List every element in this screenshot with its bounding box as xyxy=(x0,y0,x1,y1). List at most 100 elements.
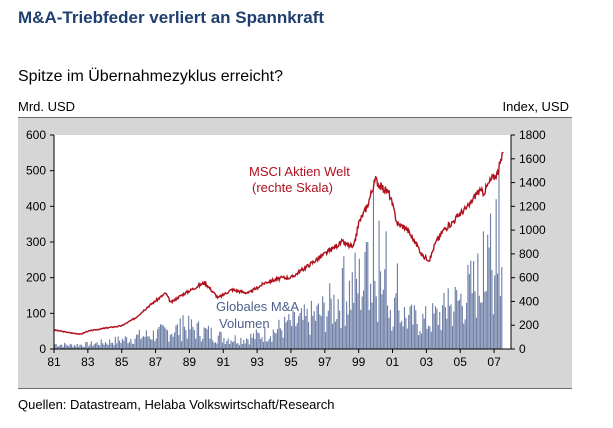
ma-bar xyxy=(481,302,483,349)
ma-bar xyxy=(114,336,116,349)
ma-bar xyxy=(202,338,204,349)
ma-bar xyxy=(453,311,455,349)
ma-bar xyxy=(268,338,270,349)
ma-bar xyxy=(164,327,166,349)
ma-bar xyxy=(279,328,281,349)
ma-bar xyxy=(350,309,352,349)
ma-bar xyxy=(117,336,119,349)
right-tick-label: 200 xyxy=(519,318,539,332)
ma-bar xyxy=(213,342,215,349)
ma-bar xyxy=(106,343,108,349)
x-tick-label: 89 xyxy=(183,355,197,369)
ma-bar xyxy=(391,330,393,349)
ma-bar xyxy=(433,313,435,349)
ma-bar xyxy=(371,302,373,349)
ma-bar xyxy=(418,335,420,349)
ma-bar xyxy=(310,300,312,349)
ma-bar xyxy=(340,327,342,349)
ma-bar xyxy=(199,335,201,349)
ma-bar xyxy=(456,290,458,349)
ma-bar xyxy=(69,343,71,349)
ma-bar xyxy=(181,341,183,349)
ma-bar xyxy=(212,340,214,349)
right-tick-label: 600 xyxy=(519,271,539,285)
ma-bar xyxy=(474,291,476,349)
ma-bar xyxy=(377,321,379,349)
ma-bar xyxy=(113,345,115,349)
ma-bar xyxy=(90,341,92,349)
ma-bar xyxy=(63,342,66,349)
ma-bar xyxy=(148,336,150,349)
msci-annotation-line2: (rechte Skala) xyxy=(252,180,333,195)
ma-bar xyxy=(104,342,107,349)
ma-bar xyxy=(75,346,77,349)
ma-bar xyxy=(320,316,322,349)
ma-bar xyxy=(172,336,174,349)
ma-bar xyxy=(470,260,472,349)
ma-bar xyxy=(395,293,397,349)
ma-bar xyxy=(491,269,493,349)
ma-bar xyxy=(118,340,121,349)
ma-bar xyxy=(482,231,485,349)
ma-bar xyxy=(185,330,187,349)
ma-bar xyxy=(347,314,349,349)
ma-bar xyxy=(450,304,452,349)
ma-bar xyxy=(419,330,421,349)
ma-bar xyxy=(209,338,211,349)
right-tick-label: 0 xyxy=(519,342,526,356)
msci-line xyxy=(53,151,504,336)
x-tick-label: 01 xyxy=(386,355,400,369)
ma-bar xyxy=(412,324,414,349)
ma-bar xyxy=(264,326,266,349)
ma-bar xyxy=(85,342,87,349)
ma-bar xyxy=(337,299,339,349)
ma-bar xyxy=(475,317,477,349)
ma-bar xyxy=(399,322,401,349)
ma-bar xyxy=(499,296,501,349)
ma-bar xyxy=(489,213,492,349)
ma-bar xyxy=(178,335,180,349)
ma-bar xyxy=(281,330,283,349)
ma-bar xyxy=(388,317,390,349)
ma-bar xyxy=(443,292,445,349)
ma-bar xyxy=(221,342,224,349)
ma-bar xyxy=(83,347,85,349)
ma-bar xyxy=(330,298,332,349)
ma-bar xyxy=(343,256,345,349)
ma-bar xyxy=(207,325,209,349)
ma-bar xyxy=(151,339,153,349)
ma-bar xyxy=(233,341,235,349)
ma-bar xyxy=(413,305,415,349)
ma-bar xyxy=(358,258,360,349)
ma-bar xyxy=(68,346,70,349)
left-axis-ticks: 0 100 200 300 400 500 600 xyxy=(26,128,54,356)
ma-bar xyxy=(329,283,331,349)
ma-bar xyxy=(217,335,219,349)
ma-bar xyxy=(126,337,128,349)
ma-bar xyxy=(234,335,236,349)
ma-bar xyxy=(430,331,432,349)
ma-bar xyxy=(223,337,225,349)
ma-bar xyxy=(103,344,105,349)
ma-bar xyxy=(354,252,356,349)
ma-bar xyxy=(410,304,413,349)
ma-bar xyxy=(269,336,272,349)
ma-bar xyxy=(351,272,353,349)
ma-bar xyxy=(116,343,118,349)
ma-bar xyxy=(238,345,241,349)
ma-bar xyxy=(432,303,434,349)
x-tick-label: 85 xyxy=(115,355,129,369)
ma-bar xyxy=(120,342,122,349)
ma-bar xyxy=(425,306,427,349)
ma-bar xyxy=(140,339,142,349)
bottom-rule xyxy=(18,388,572,389)
ma-bar xyxy=(133,343,135,349)
ma-bar xyxy=(226,341,228,349)
ma-bar xyxy=(76,344,78,349)
ma-bar xyxy=(306,308,308,349)
ma-bar xyxy=(416,323,418,349)
right-tick-label: 1600 xyxy=(519,152,546,166)
right-tick-label: 1800 xyxy=(519,128,546,142)
ma-bar xyxy=(312,315,314,349)
right-tick-label: 1400 xyxy=(519,176,546,190)
